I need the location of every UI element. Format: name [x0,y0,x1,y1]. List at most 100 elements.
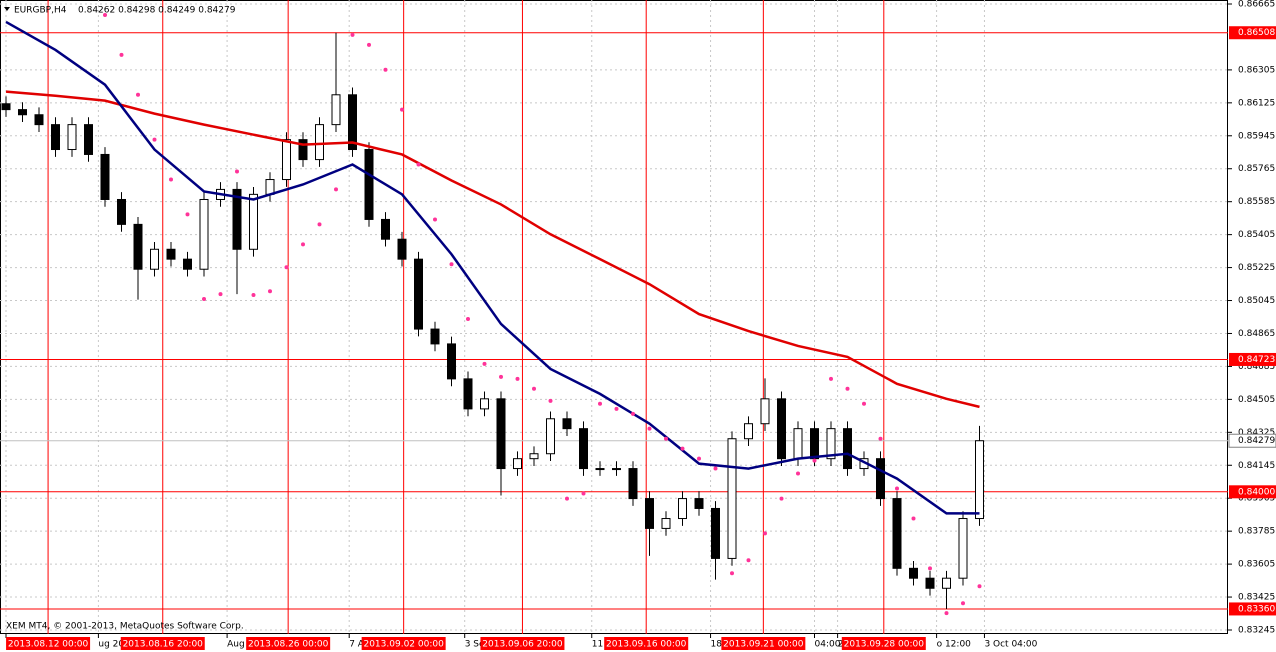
sar-dot [466,317,470,322]
y-tick-label: 0.83965 [1238,494,1275,504]
candle-body [793,428,803,460]
sar-dot [614,406,619,411]
hline-label: 0.84000 [1238,487,1275,497]
y-tick-label: 0.85945 [1238,131,1275,141]
candle-body [51,124,60,151]
candle-body [777,398,786,460]
vline-label: 2013.08.12 00:00 [8,640,89,650]
sar-dot [697,456,701,461]
marks [1,12,984,616]
sar-dot [268,289,272,294]
candle-body [282,139,291,181]
candle-body [711,507,720,559]
last-price-label: 0.84279 [1238,436,1275,446]
hline-label: 0.86508 [1238,28,1275,38]
sar-dot [367,42,371,47]
moving-average [5,90,980,409]
hline-label: 0.83360 [1238,604,1275,614]
candle-body [447,343,456,380]
sar-dot [136,92,140,97]
candle-body [397,238,407,260]
vline-label: 2013.08.16 20:00 [123,640,204,650]
sar-dot [449,262,454,267]
quote: 0.84262 0.84298 0.84249 0.84279 [78,6,236,16]
y-tick-label: 0.86125 [1238,98,1275,108]
sar-dot [730,571,734,576]
vline-label: 2013.08.26 00:00 [248,640,329,650]
candle-body [199,198,209,270]
candle-body [84,124,93,155]
candle-body [414,258,423,330]
sar-dot [598,401,602,406]
sar-dot [251,293,256,298]
y-tick-label: 0.83425 [1238,593,1275,603]
y-tick-label: 0.83605 [1238,560,1275,570]
y-tick-label: 0.85405 [1238,230,1275,240]
sar-dot [482,361,487,366]
candle-body [496,398,506,470]
candle-body [958,518,968,579]
y-tick-label: 0.86665 [1238,0,1275,10]
candle-body [1,103,11,111]
vline-label-box [604,637,689,650]
sar-dot [977,584,982,589]
symbol-title: EURGBP,H4 [14,6,67,16]
sar-dot [713,466,718,471]
sar-dot [862,401,866,406]
sar-dot [515,376,520,381]
candle-body [744,423,753,440]
vline-label: 2013.09.02 00:00 [363,640,444,650]
candle-body [661,518,671,529]
sar-dot [433,217,437,222]
y-tick-label: 0.85225 [1238,263,1275,273]
sar-dot [878,436,883,441]
y-tick-label: 0.86305 [1238,65,1275,75]
x-tick-label: ug 20:00 [98,640,138,650]
candle-body [348,94,357,151]
hline-label-box [1229,602,1276,616]
candle-body [628,468,638,500]
hline-label-box [1229,352,1276,366]
sar-dot [152,137,157,142]
candle-body [892,498,902,569]
candle-body [117,198,126,225]
vline-label-box [120,637,205,650]
sar-dot [647,426,652,431]
sar-dot [581,491,586,496]
candle-body [694,498,704,509]
y-tick-label: 0.85765 [1238,164,1275,174]
candle-body [975,440,984,520]
vline-label-box [841,637,926,650]
sar-dot [416,162,421,167]
sar-dot [763,531,767,536]
candle-body [529,453,539,460]
candle-body [18,109,27,116]
candle-body [183,258,192,270]
candle-body [100,153,110,200]
candle-body [612,468,621,471]
sar-dot [548,398,553,403]
y-tick-label: 0.85045 [1238,296,1275,306]
candle-body [595,468,605,471]
candle-body [562,418,572,430]
sar-dot [944,611,949,616]
y-tick-label: 0.84145 [1238,461,1275,471]
sar-dot [103,12,107,17]
copyright: XEM MT4, © 2001-2013, MetaQuotes Softwar… [6,622,244,632]
vline-label-box [721,637,806,650]
y-tick-label: 0.83245 [1238,626,1275,636]
candle-body [678,498,687,520]
candle-body [480,398,489,410]
y-tick-label: 0.84505 [1238,395,1275,405]
hline-label-box [1229,26,1276,40]
candle-body [315,124,324,161]
candle-body [331,94,341,126]
x-tick-label: 18 S [711,640,731,650]
sar-dot [812,458,817,463]
vline-label-box [361,637,446,650]
sar-dot [400,107,404,112]
sar-dot [532,386,536,391]
candle-body [67,124,77,151]
candle-body [909,567,918,579]
